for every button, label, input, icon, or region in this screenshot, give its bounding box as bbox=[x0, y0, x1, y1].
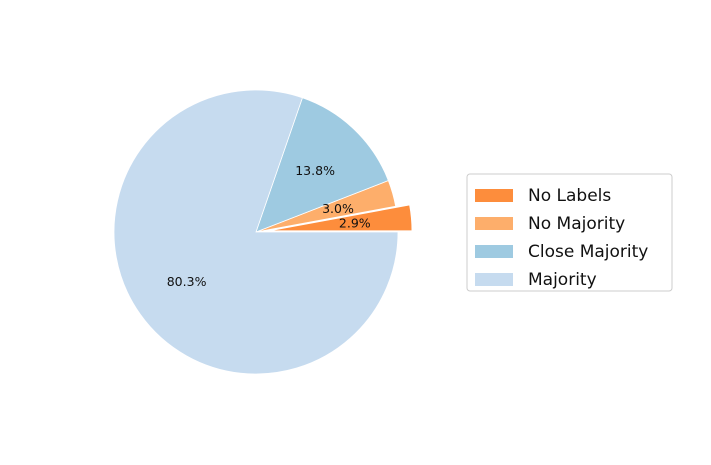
legend-frame bbox=[466, 173, 673, 292]
legend-swatch-majority bbox=[475, 273, 513, 286]
legend-item-majority: Majority bbox=[475, 270, 597, 290]
pie-slice-close-majority bbox=[255, 97, 389, 233]
legend-item-close-majority: Close Majority bbox=[475, 242, 648, 262]
legend-label-majority: Majority bbox=[528, 270, 597, 290]
pie-value-label-no-labels: 2.9% bbox=[339, 215, 371, 230]
legend: No Labels No Majority Close Majority Majori… bbox=[466, 173, 673, 292]
pie-value-labels: 2.9%3.0% 13.8% 80.3% bbox=[167, 163, 371, 289]
pie-slice-no-labels bbox=[269, 204, 413, 232]
legend-label-no-labels: No Labels bbox=[528, 186, 611, 206]
legend-item-no-majority: No Majority bbox=[475, 214, 625, 234]
pie-value-label-close-majority: 13.8% bbox=[295, 163, 335, 178]
pie-slices bbox=[113, 89, 413, 375]
legend-swatch-close-majority bbox=[475, 245, 513, 258]
pie-value-label-majority: 80.3% bbox=[167, 274, 207, 289]
legend-swatch-no-labels bbox=[475, 189, 513, 202]
legend-item-no-labels: No Labels bbox=[475, 186, 611, 206]
pie-slice-majority bbox=[113, 89, 399, 375]
pie-value-label-no-majority: 3.0% bbox=[322, 201, 354, 216]
legend-swatch-no-majority bbox=[475, 217, 513, 230]
legend-label-close-majority: Close Majority bbox=[528, 242, 648, 262]
legend-label-no-majority: No Majority bbox=[528, 214, 625, 234]
